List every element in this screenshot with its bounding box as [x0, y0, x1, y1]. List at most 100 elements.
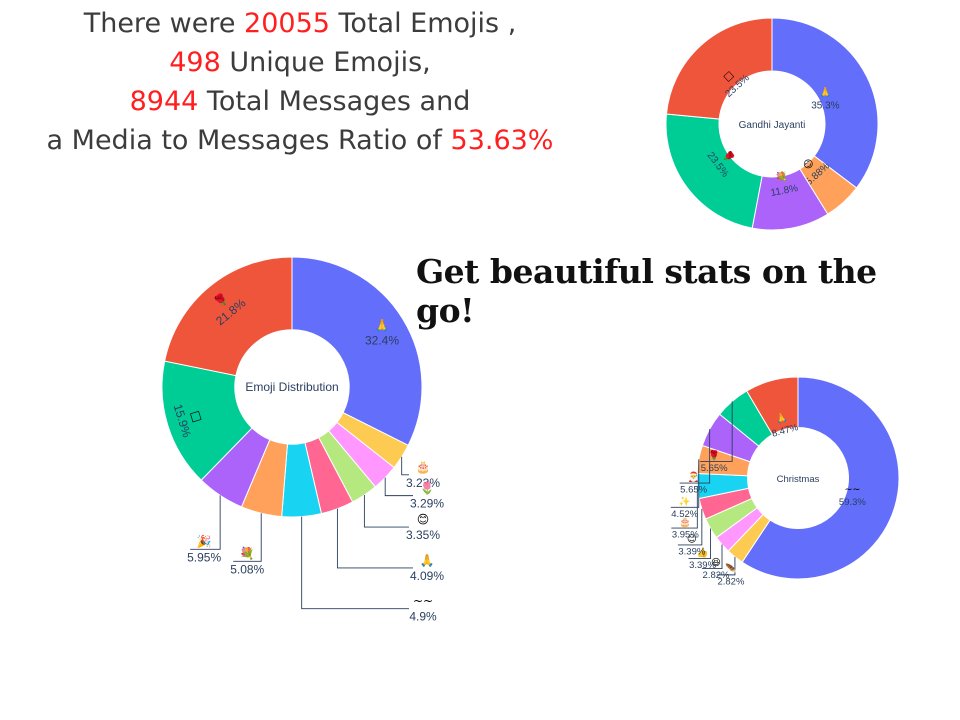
slice-label: 🪶2.82%: [717, 563, 744, 587]
donut-center-title: Gandhi Jayanti: [739, 120, 806, 131]
tagline: Get beautiful stats on the go!: [416, 252, 877, 330]
slice-emoji: 🎅: [688, 471, 700, 483]
slice-emoji: 🙏: [819, 86, 831, 98]
ratio-label: a Media to Messages Ratio of: [46, 125, 451, 156]
slice-label: 😆2.82%: [703, 558, 730, 581]
donut-slice: [291, 256, 423, 446]
slice-label: 😊3.35%: [406, 513, 440, 543]
slice-emoji: 🌹: [708, 450, 720, 462]
slice-percent: 4.09%: [410, 569, 444, 583]
donut-slice: [665, 113, 763, 229]
leader-line: [233, 513, 262, 562]
leader-line: [688, 528, 711, 559]
leader-line: [670, 459, 700, 508]
slice-percent: 3.39%: [678, 546, 705, 557]
slice-emoji: 🙏: [774, 411, 789, 426]
leader-line: [363, 494, 409, 528]
slice-percent: 2.82%: [717, 576, 744, 587]
slice-label: 🎅 5.65%: [680, 471, 707, 495]
slice-label: 👍3.39%: [689, 547, 716, 571]
donut-slice: [771, 17, 879, 189]
slice-emoji: □: [188, 409, 205, 424]
leader-line: [671, 486, 698, 529]
media-ratio-value: 53.63%: [450, 125, 554, 156]
leader-line: [702, 544, 723, 569]
slice-emoji: 🌹: [210, 290, 231, 311]
slice-emoji: 💐: [775, 170, 790, 185]
slice-label: 🎂 3.23%: [406, 459, 440, 490]
slice-percent: 2.82%: [703, 570, 730, 581]
leader-line: [677, 508, 703, 546]
leader-line: [700, 401, 733, 462]
leader-line: [679, 429, 711, 484]
donut-center-title: Emoji Distribution: [245, 380, 338, 394]
slice-emoji: 😆: [711, 558, 721, 569]
slice-percent: 32.4%: [365, 333, 399, 347]
slice-percent: 4.9%: [409, 610, 437, 624]
slice-percent: 3.39%: [689, 560, 716, 571]
slice-label: 🙏32.4%: [365, 318, 399, 347]
slice-emoji: 🎉: [197, 535, 212, 549]
slice-percent: 5.95%: [187, 550, 221, 564]
slice-emoji: ~~: [844, 484, 860, 495]
slice-emoji: 💐: [240, 546, 255, 561]
leader-line: [190, 495, 221, 550]
donut-slice: [164, 256, 293, 377]
slice-emoji: 🙏: [420, 553, 435, 567]
slice-emoji: ✨: [679, 495, 691, 507]
donut-center-title: Christmas: [777, 474, 820, 485]
slice-emoji: 😊: [687, 534, 697, 545]
slice-label: 💐11.8%: [770, 170, 799, 199]
slice-emoji: 🎂: [416, 459, 431, 474]
slice-label: ~~ 59.3%: [839, 484, 866, 508]
slice-percent: 5.65%: [680, 485, 707, 496]
slice-label: 😊3.39%: [678, 534, 705, 557]
slice-label: 🙏 35.3%: [811, 86, 839, 111]
slice-label: ✨ 4.52%: [671, 495, 698, 519]
slice-percent: 3.95%: [672, 530, 699, 541]
slice-emoji: 🌷: [420, 481, 435, 495]
headline-line-1: There were 20055 Total Emojis ,: [20, 4, 580, 43]
total-messages-value: 8944: [129, 86, 199, 117]
headline-line-4: a Media to Messages Ratio of 53.63%: [20, 121, 580, 160]
slice-label: ~~ 4.9%: [409, 594, 437, 624]
total-emojis-value: 20055: [244, 8, 330, 39]
donut-slice: [665, 17, 773, 120]
donut-slice: [746, 376, 799, 436]
donut-slice: [741, 376, 900, 580]
slice-label: 💐5.08%: [230, 546, 264, 577]
slice-percent: 3.29%: [410, 497, 444, 511]
slice-percent: 3.23%: [406, 476, 440, 490]
slice-percent: 5.65%: [701, 463, 728, 474]
leader-line: [336, 508, 413, 569]
slice-emoji: 🙏: [375, 318, 390, 332]
slice-percent: 11.8%: [770, 183, 799, 199]
slice-label: 🌷 3.29%: [410, 481, 444, 511]
slice-percent: 5.08%: [230, 562, 264, 576]
slice-emoji: 🎂: [679, 516, 691, 528]
leader-line: [401, 456, 409, 476]
leader-line: [716, 556, 736, 576]
headline-line-2: 498 Unique Emojis,: [20, 43, 580, 82]
total-emojis-label: Total Emojis ,: [329, 8, 517, 39]
slice-percent: 35.3%: [811, 100, 839, 111]
slice-label: 🎉5.95%: [187, 535, 221, 565]
headline-prefix: There were: [83, 8, 245, 39]
slice-percent: 3.35%: [406, 528, 440, 542]
leader-line: [301, 516, 409, 610]
stats-headline: There were 20055 Total Emojis , 498 Uniq…: [20, 4, 580, 160]
slice-label: 🌹5.65%: [701, 450, 728, 474]
unique-emojis-value: 498: [169, 47, 221, 78]
slice-emoji: 👍: [697, 547, 709, 559]
slice-label: 🙏 4.09%: [410, 553, 444, 583]
slice-label: 🎂 3.95%: [672, 516, 699, 540]
unique-emojis-label: Unique Emojis,: [220, 47, 431, 78]
slice-percent: 59.3%: [839, 497, 866, 508]
slice-emoji: 🪶: [725, 563, 737, 575]
total-messages-label: Total Messages and: [198, 86, 471, 117]
slice-percent: 4.52%: [671, 509, 698, 520]
slice-emoji: 😊: [417, 513, 430, 527]
